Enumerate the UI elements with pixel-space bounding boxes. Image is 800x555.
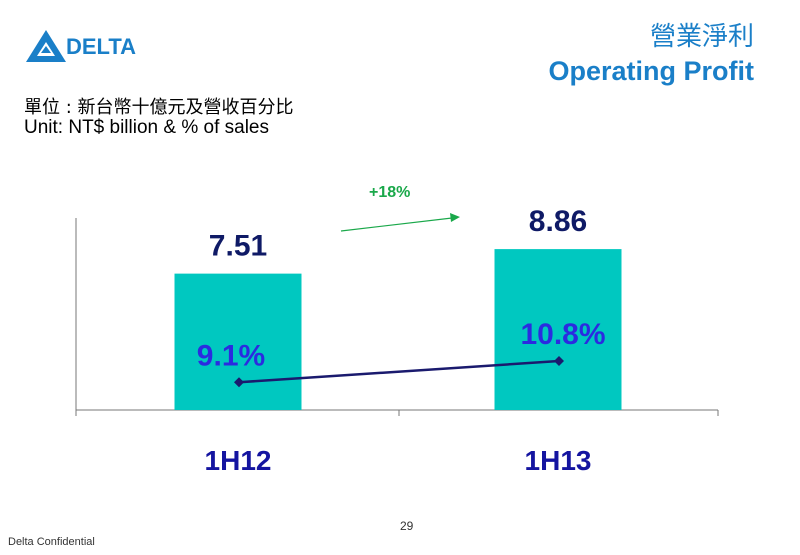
bar-1H13 [494, 249, 622, 410]
growth-arrow [340, 217, 453, 232]
margin-line [238, 359, 560, 384]
bar-1H12 [174, 273, 302, 410]
logo-text: DELTA [66, 34, 137, 59]
bar-value-label: 8.86 [529, 205, 587, 238]
growth-label: +18% [369, 184, 411, 201]
confidential-footer: Delta Confidential [8, 536, 95, 548]
unit-label-zh: 單位 : 新台幣十億元及營收百分比 [24, 97, 294, 118]
growth-arrow-head [450, 213, 460, 222]
bar-value-label: 7.51 [209, 230, 267, 263]
margin-point [554, 356, 564, 366]
plot-area: 7.51 1H12 8.86 1H13 9.1% 10.8% [75, 205, 719, 476]
margin-point [234, 377, 244, 388]
page-title-en: Operating Profit [548, 56, 754, 86]
margin-value-label: 9.1% [197, 339, 265, 372]
category-label: 1H12 [205, 445, 272, 476]
margin-value-label: 10.8% [520, 318, 605, 351]
page-title-zh: 營業淨利 [649, 22, 754, 52]
unit-label-en: Unit: NT$ billion & % of sales [24, 117, 269, 138]
delta-logo-icon [26, 30, 66, 62]
page-number: 29 [400, 519, 414, 533]
category-label: 1H13 [525, 445, 592, 476]
